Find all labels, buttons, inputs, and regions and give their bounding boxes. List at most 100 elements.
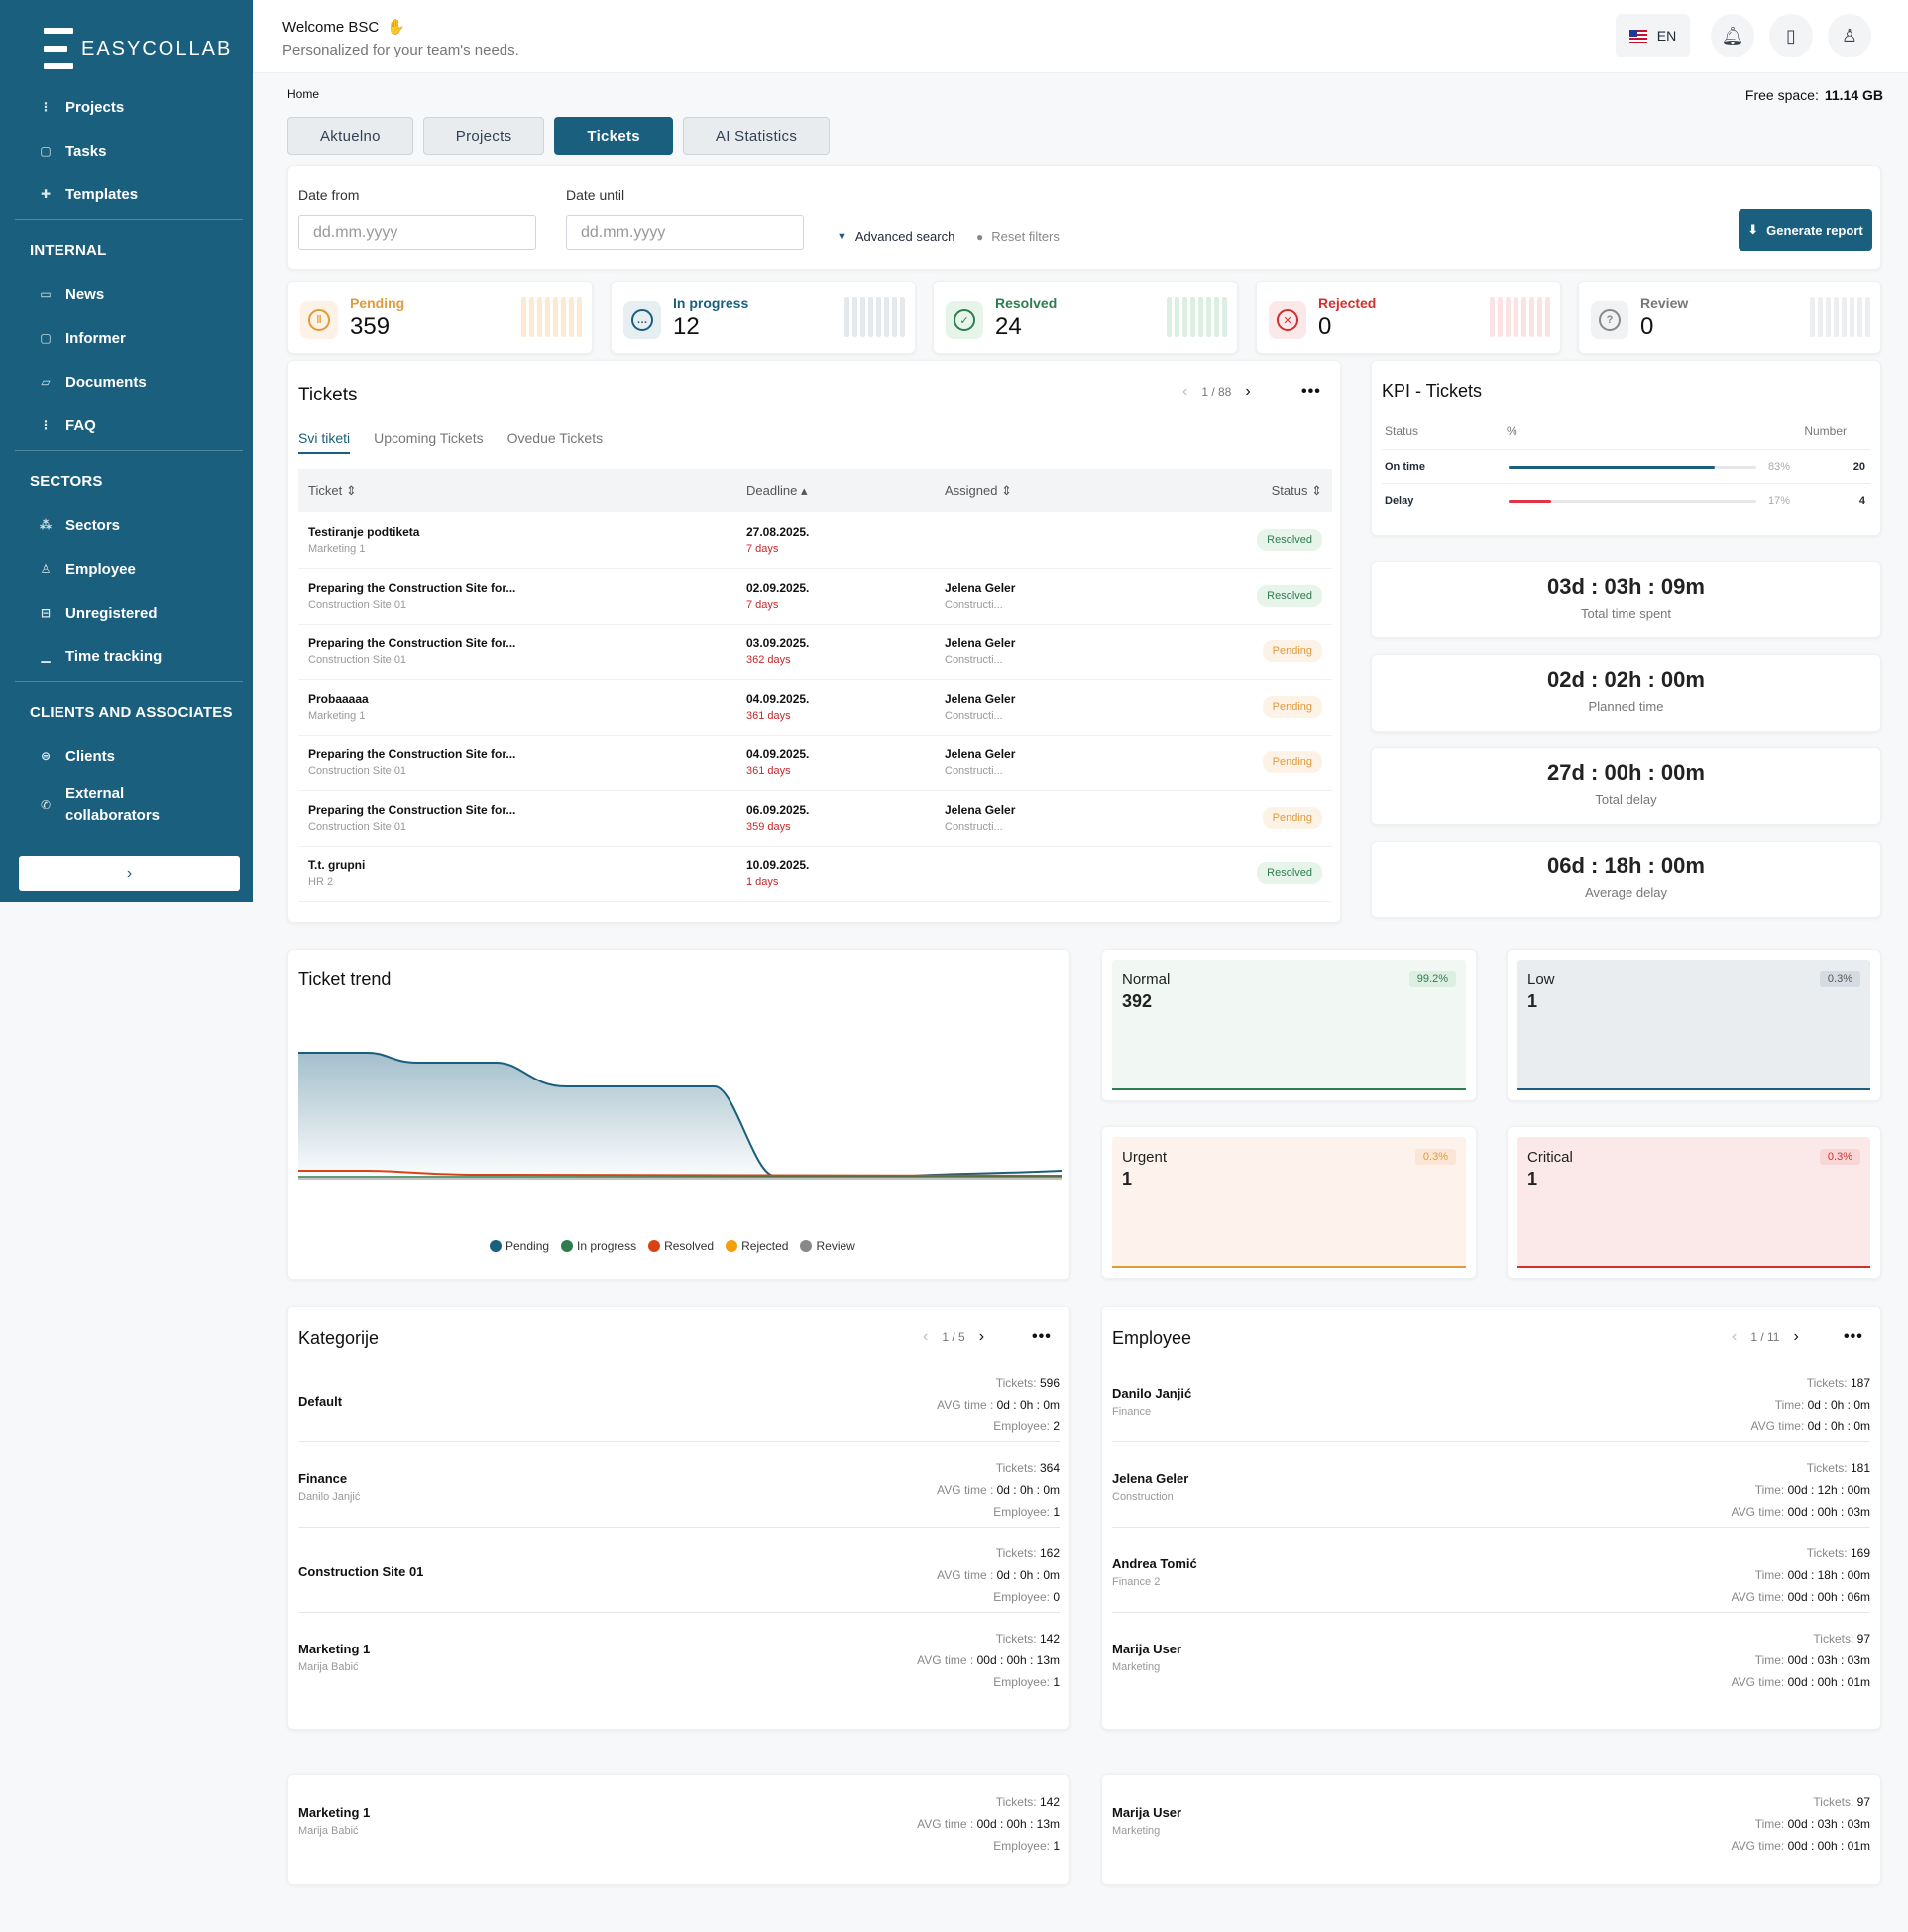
sidebar-item-clients[interactable]: ⊜ Clients [38, 741, 115, 771]
table-row[interactable]: Probaaaaa Marketing 1 04.09.2025. 361 days J… [298, 679, 1332, 736]
chevron-left-icon[interactable]: ‹ [1182, 383, 1188, 399]
profile-button[interactable]: ♙ [1828, 14, 1871, 57]
subtab-upcoming[interactable]: Upcoming Tickets [374, 430, 484, 446]
sidebar-item-faq[interactable]: ⋮ FAQ [40, 416, 96, 434]
divider [15, 219, 243, 220]
table-row[interactable]: T.t. grupni HR 2 10.09.2025. 1 days Resolved [298, 846, 1332, 902]
stat-rejected[interactable]: ✕ Rejected 0 [1256, 281, 1561, 354]
bookmarks-button[interactable]: ▯ [1769, 14, 1813, 57]
section-sectors: SECTORS [30, 473, 103, 490]
more-icon[interactable]: ••• [1844, 1328, 1863, 1345]
date-until-input[interactable]: dd.mm.yyyy [566, 215, 804, 250]
sidebar-item-informer[interactable]: ▢ Informer [38, 323, 126, 353]
sidebar-item-news[interactable]: ▭ News [38, 280, 104, 309]
stat-pending[interactable]: ǁ Pending 359 [287, 281, 593, 354]
priority-critical-card[interactable]: Critical 1 0.3% [1507, 1126, 1881, 1279]
more-icon[interactable]: ••• [1032, 1328, 1052, 1345]
col-ticket[interactable]: Ticket ⇕ [298, 469, 736, 512]
col-deadline[interactable]: Deadline ▴ [736, 469, 935, 512]
sidebar-item-time-tracking[interactable]: ▁ Time tracking [38, 641, 162, 671]
table-row[interactable]: Preparing the Construction Site for... Co… [298, 735, 1332, 791]
tickets-card: Tickets ‹ 1 / 88 › ••• Svi tiketi Upcoming… [287, 360, 1341, 923]
notifications-button[interactable]: 🔔︎ [1711, 14, 1754, 57]
chevron-right-icon[interactable]: › [978, 1328, 985, 1345]
sort-icon: ⇕ [1311, 483, 1322, 498]
status-badge: Pending [1262, 696, 1322, 718]
priority-pct: 0.3% [1819, 971, 1860, 987]
pause-icon: ǁ [300, 301, 338, 339]
status-badge: Pending [1262, 751, 1322, 773]
status-badge: Resolved [1257, 585, 1322, 607]
trend-legend: Pending In progress Resolved Rejected Re… [490, 1239, 855, 1253]
sidebar-item-templates[interactable]: ✚ Templates [38, 179, 138, 209]
time-card-total-delay: 27d : 00h : 00m Total delay [1371, 747, 1881, 825]
breadcrumb[interactable]: Home [287, 87, 320, 101]
employee-stats: Tickets: 97 Time: 00d : 03h : 03m AVG time… [1731, 1632, 1870, 1689]
chevron-left-icon[interactable]: ‹ [1732, 1328, 1738, 1345]
filter-icon: ▼ [837, 230, 847, 243]
table-row[interactable]: Preparing the Construction Site for... Co… [298, 624, 1332, 680]
priority-low-card[interactable]: Low 1 0.3% [1507, 949, 1881, 1101]
more-icon[interactable]: ••• [1301, 383, 1321, 399]
reset-filters-button[interactable]: ● Reset filters [976, 229, 1060, 244]
generate-report-button[interactable]: ⬇ Generate report [1739, 209, 1872, 251]
priority-value: 392 [1122, 991, 1153, 1011]
welcome-subtitle: Personalized for your team's needs. [282, 42, 519, 58]
chevron-right-icon[interactable]: › [1793, 1328, 1799, 1345]
welcome-text: Welcome BSC ✋ [282, 19, 405, 36]
chart-icon: ▁ [41, 649, 51, 663]
kpi-row-on-time: On time 83% 20 [1382, 449, 1870, 483]
priority-urgent-card[interactable]: Urgent 1 0.3% [1101, 1126, 1477, 1279]
stat-review[interactable]: ? Review 0 [1578, 281, 1881, 354]
download-icon: ⬇ [1747, 222, 1759, 237]
legend-pending[interactable]: Pending [490, 1239, 549, 1253]
legend-in-progress[interactable]: In progress [561, 1239, 636, 1253]
sidebar-item-projects[interactable]: ⋮ Projects [40, 98, 125, 116]
sidebar-item-external[interactable]: ✆ External collaborators [38, 783, 174, 827]
col-assigned[interactable]: Assigned ⇕ [935, 469, 1202, 512]
sidebar-item-unregistered[interactable]: ⊟ Unregistered [38, 598, 158, 627]
employee-stats: Tickets: 169 Time: 00d : 18h : 00m AVG tim… [1731, 1546, 1870, 1604]
categories-card: Kategorije ‹ 1 / 5 › ••• Default Tickets: … [287, 1306, 1070, 1730]
chevron-right-icon[interactable]: › [1245, 383, 1251, 399]
stat-sparkbars [1167, 297, 1227, 337]
priority-normal-card[interactable]: Normal 392 99.2% [1101, 949, 1477, 1101]
table-row[interactable]: Preparing the Construction Site for... Co… [298, 790, 1332, 847]
advanced-search-button[interactable]: ▼ Advanced search [837, 229, 955, 244]
sidebar-item-sectors[interactable]: ⁂ Sectors [39, 516, 121, 534]
col-status[interactable]: Status ⇕ [1202, 469, 1332, 512]
table-row[interactable]: Testiranje podtiketa Marketing 1 27.08.202… [298, 512, 1332, 569]
stat-sparkbars [844, 297, 905, 337]
divider [1112, 1441, 1870, 1442]
priority-value: 1 [1527, 991, 1538, 1011]
language-selector[interactable]: EN [1616, 14, 1690, 57]
trend-area-pending [298, 1053, 1062, 1183]
logo[interactable]: EASYCOLLAB [44, 28, 232, 69]
kpi-row-delay: Delay 17% 4 [1382, 483, 1870, 516]
trend-title: Ticket trend [298, 969, 392, 989]
sidebar-collapse-button[interactable]: › [19, 856, 240, 891]
templates-icon: ✚ [40, 187, 52, 201]
legend-resolved[interactable]: Resolved [648, 1239, 714, 1253]
chevron-left-icon[interactable]: ‹ [923, 1328, 929, 1345]
kpi-card: KPI - Tickets Status % Number On time 83… [1371, 360, 1881, 536]
tab-ai-statistics[interactable]: AI Statistics [682, 117, 831, 155]
stat-in-progress[interactable]: … In progress 12 [611, 281, 916, 354]
sectors-icon: ⁂ [39, 518, 53, 532]
subtab-all[interactable]: Svi tiketi [298, 430, 351, 454]
sidebar-item-tasks[interactable]: ▢ Tasks [38, 136, 106, 166]
stat-value: 12 [673, 313, 700, 340]
tab-aktuelno[interactable]: Aktuelno [287, 117, 413, 155]
table-row[interactable]: Preparing the Construction Site for... Co… [298, 568, 1332, 625]
date-from-input[interactable]: dd.mm.yyyy [298, 215, 536, 250]
tab-projects[interactable]: Projects [422, 117, 545, 155]
legend-rejected[interactable]: Rejected [726, 1239, 788, 1253]
tab-tickets[interactable]: Tickets [554, 117, 673, 155]
sidebar-item-employee[interactable]: ♙ Employee [38, 554, 136, 584]
section-clients: CLIENTS AND ASSOCIATES [30, 704, 233, 721]
status-badge: Resolved [1257, 528, 1322, 551]
legend-review[interactable]: Review [800, 1239, 855, 1253]
stat-resolved[interactable]: ✓ Resolved 24 [933, 281, 1238, 354]
subtab-overdue[interactable]: Ovedue Tickets [506, 430, 604, 446]
sidebar-item-documents[interactable]: ▱ Documents [38, 367, 146, 397]
